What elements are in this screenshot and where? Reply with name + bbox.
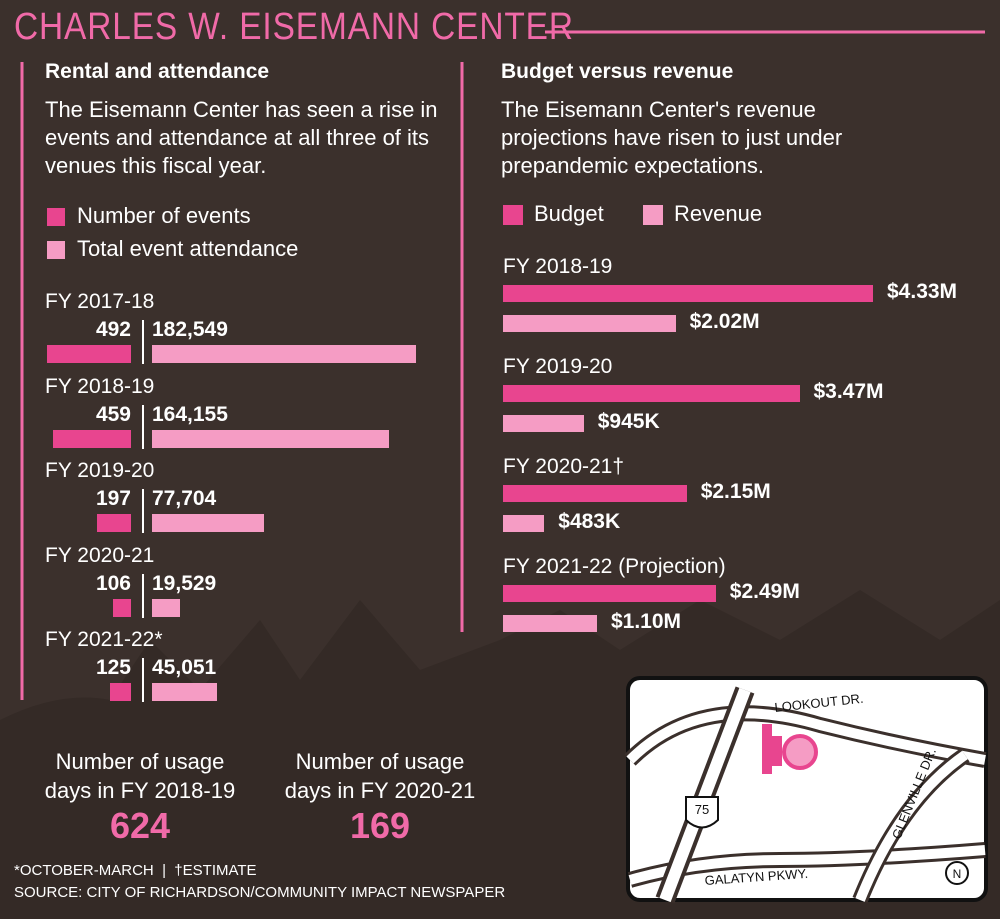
category-label: FY 2018-19 (503, 255, 613, 278)
legend-swatch (503, 205, 523, 225)
value-label: 459 (95, 402, 131, 426)
bar (97, 514, 131, 532)
bar (112, 598, 131, 617)
highway-shield (685, 796, 719, 829)
bar (503, 315, 676, 332)
bar (503, 485, 687, 502)
chart-subtitle: The Eisemann Center has seen a rise in e… (45, 97, 438, 178)
value-label: $4.33M (887, 280, 958, 303)
category-label: FY 2019-20 (45, 459, 155, 482)
footnote: *OCTOBER-MARCH | †ESTIMATE (14, 862, 257, 879)
value-label: $483K (558, 510, 621, 533)
road (626, 708, 986, 765)
footnote: SOURCE: CITY OF RICHARDSON/COMMUNITY IMP… (14, 884, 506, 901)
highway-label: 75 (695, 802, 709, 817)
page-title: CHARLES W. EISEMANN CENTER (14, 6, 574, 48)
value-label: 182,549 (152, 318, 228, 341)
bar (152, 514, 265, 532)
divider (142, 658, 144, 702)
divider (142, 320, 144, 364)
legend-label: Total event attendance (77, 236, 299, 261)
bar (152, 345, 416, 363)
bar (503, 585, 716, 602)
bar (47, 345, 131, 363)
building (770, 736, 782, 766)
usage-label: Number of usage days in FY 2018-19 (44, 749, 236, 803)
category-label: FY 2020-21 (45, 543, 155, 567)
divider (142, 404, 144, 449)
value-label: $2.02M (689, 310, 760, 333)
usage-value: 624 (109, 805, 171, 846)
value-label: 77,704 (152, 487, 217, 510)
value-label: 164,155 (152, 402, 228, 426)
north-arrow (945, 861, 969, 885)
map: 75 LOOKOUT DR. GLENVILLE DR. GALATYN PKW… (624, 676, 988, 904)
legend-swatch (47, 241, 65, 259)
chart-subtitle: The Eisemann Center's revenue projection… (501, 97, 843, 178)
legend-label: Number of events (77, 203, 251, 228)
value-label: 106 (95, 571, 131, 595)
bar (503, 515, 545, 532)
bar (109, 683, 131, 701)
value-label: 197 (95, 487, 131, 510)
value-label: 45,051 (152, 656, 217, 679)
legend-swatch (643, 205, 663, 225)
usage-label: Number of usage days in FY 2020-21 (284, 749, 476, 803)
road-label: GALATYN PKWY. (704, 866, 808, 888)
value-label: $1.10M (610, 610, 682, 633)
chart-title: Rental and attendance (45, 60, 270, 83)
bar (503, 415, 584, 432)
category-label: FY 2018-19 (45, 374, 155, 398)
bar (503, 285, 873, 302)
legend-label: Revenue (674, 201, 763, 226)
legend-swatch (47, 208, 65, 226)
chart-title: Budget versus revenue (501, 60, 734, 83)
building (762, 724, 772, 774)
category-label: FY 2019-20 (503, 355, 613, 378)
divider (142, 573, 144, 618)
value-label: 19,529 (152, 571, 217, 595)
category-label: FY 2020-21† (503, 455, 625, 478)
bar (152, 429, 390, 448)
bar (52, 429, 131, 448)
value-label: $3.47M (813, 380, 884, 403)
highway (659, 687, 751, 903)
location-pin (782, 734, 818, 770)
value-label: $2.49M (729, 580, 800, 603)
value-label: 125 (95, 656, 131, 679)
legend-label: Budget (534, 201, 604, 226)
bar (503, 615, 597, 632)
road (855, 750, 968, 902)
category-label: FY 2021-22* (45, 628, 163, 651)
value-label: 492 (95, 318, 131, 341)
value-label: $945K (597, 410, 660, 433)
divider (142, 489, 144, 533)
usage-value: 169 (349, 805, 411, 846)
bar (503, 385, 800, 402)
bar (152, 598, 181, 617)
north-label: N (953, 867, 962, 881)
category-label: FY 2017-18 (45, 290, 155, 313)
map-frame (626, 676, 988, 902)
category-label: FY 2021-22 (Projection) (503, 555, 726, 578)
bar (152, 683, 218, 701)
value-label: $2.15M (700, 480, 771, 503)
